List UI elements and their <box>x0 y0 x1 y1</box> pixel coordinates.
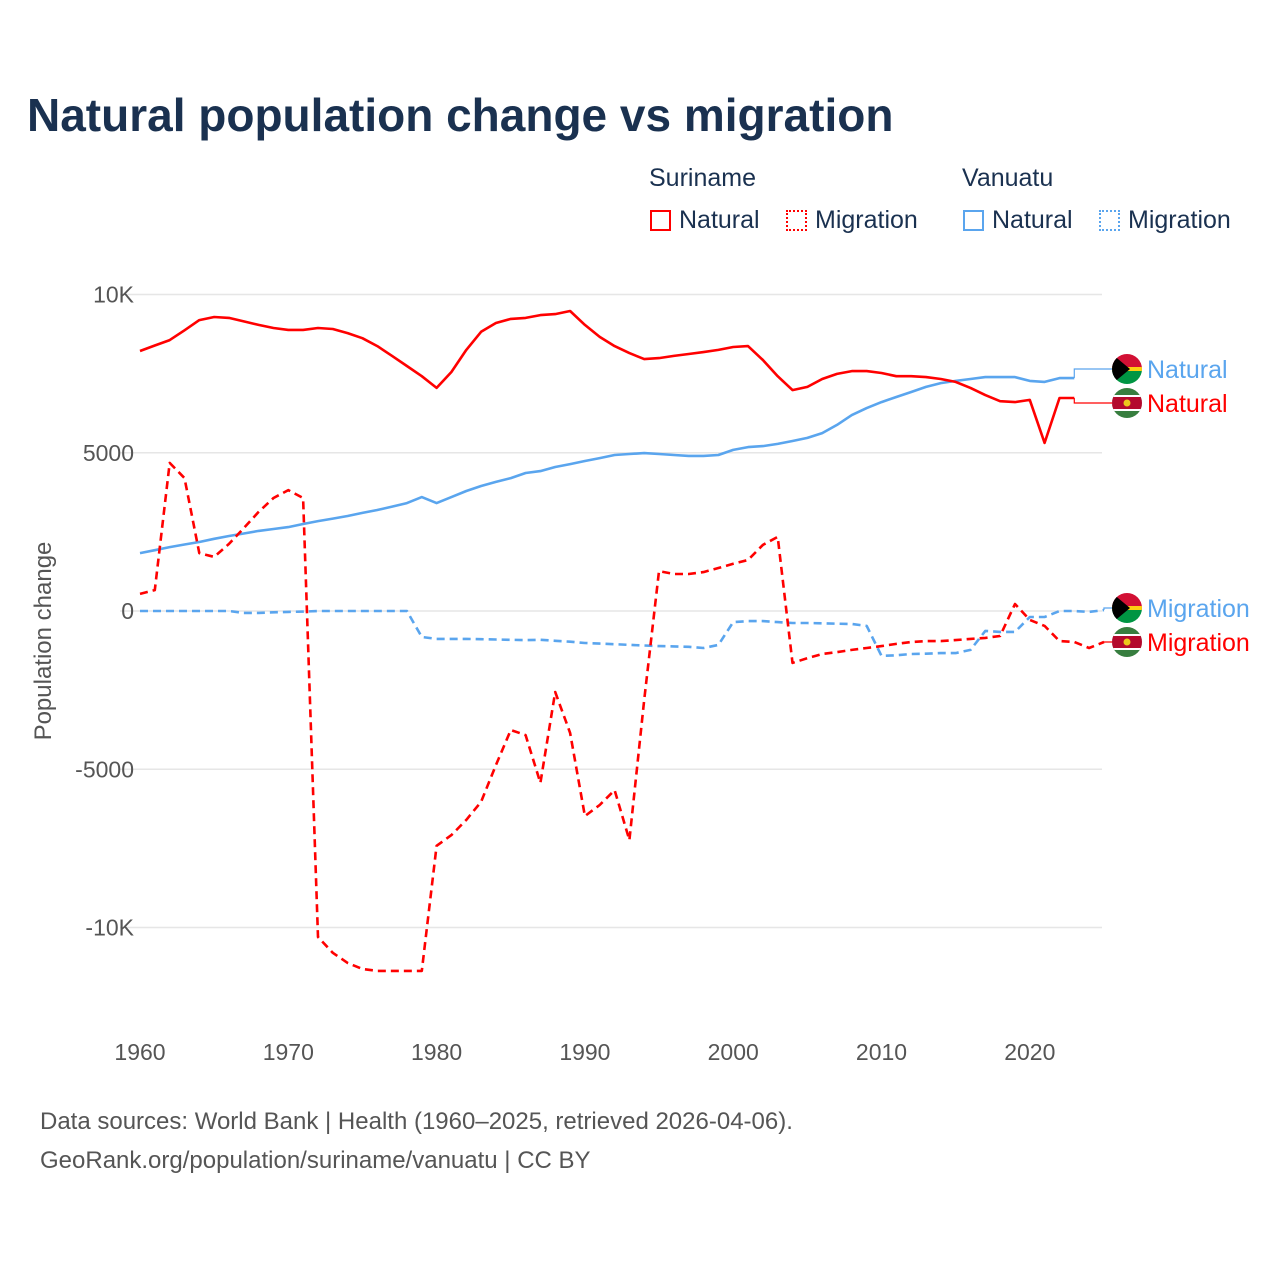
x-tick-label: 2020 <box>1004 1039 1055 1065</box>
x-tick-label: 1980 <box>411 1039 462 1065</box>
footer-sources: Data sources: World Bank | Health (1960–… <box>40 1108 793 1135</box>
end-label: Migration <box>1147 629 1250 657</box>
x-tick-label: 1970 <box>263 1039 314 1065</box>
end-label-connector <box>1073 397 1112 404</box>
x-tick-label: 1990 <box>559 1039 610 1065</box>
flag-star <box>1123 399 1131 407</box>
y-tick-label: -10K <box>85 915 134 941</box>
legend-label: Migration <box>815 206 918 234</box>
series-line-suriname-migration <box>139 461 1105 973</box>
end-label: Natural <box>1147 356 1228 384</box>
legend-swatch-solid <box>963 210 984 231</box>
flag-body <box>1112 354 1142 384</box>
end-label-connector <box>1073 368 1112 379</box>
x-tick-label: 2000 <box>708 1039 759 1065</box>
series-line-suriname-natural <box>139 309 1075 445</box>
y-tick-label: 0 <box>121 598 134 624</box>
flag-triangle <box>1112 593 1130 623</box>
flag-body <box>1112 388 1142 418</box>
legend-label: Natural <box>679 206 760 234</box>
legend-group-vanuatu: Vanuatu <box>962 164 1054 192</box>
x-tick-label: 2010 <box>856 1039 907 1065</box>
end-label-connector <box>1103 607 1112 611</box>
y-tick-label: 10K <box>93 282 135 308</box>
flag-triangle <box>1112 354 1130 384</box>
y-tick-label: -5000 <box>75 756 134 782</box>
suriname-flag-icon <box>1112 627 1142 657</box>
x-tick-label: 1960 <box>114 1039 165 1065</box>
y-axis-label: Population change <box>30 542 57 741</box>
legend-item-vanuatu-migration[interactable]: Migration <box>1099 206 1231 235</box>
legend-label: Migration <box>1128 206 1231 234</box>
series-line-vanuatu-migration <box>140 608 1105 658</box>
end-label: Migration <box>1147 595 1250 623</box>
suriname-flag-icon <box>1112 388 1142 418</box>
legend-group-suriname: Suriname <box>649 164 756 192</box>
series-line-vanuatu-natural <box>139 375 1075 555</box>
flag-star <box>1123 638 1131 646</box>
flag-body <box>1112 593 1142 623</box>
vanuatu-flag-icon <box>1112 593 1142 623</box>
legend-swatch-dotted <box>786 210 807 231</box>
legend-label: Natural <box>992 206 1073 234</box>
legend-swatch-solid <box>650 210 671 231</box>
legend-swatch-dotted <box>1099 210 1120 231</box>
legend-item-vanuatu-natural[interactable]: Natural <box>963 206 1073 235</box>
vanuatu-flag-icon <box>1112 354 1142 384</box>
y-tick-label: 5000 <box>83 440 134 466</box>
footer-credit: GeoRank.org/population/suriname/vanuatu … <box>40 1147 591 1174</box>
legend-item-suriname-migration[interactable]: Migration <box>786 206 918 235</box>
end-label: Natural <box>1147 390 1228 418</box>
legend-item-suriname-natural[interactable]: Natural <box>650 206 760 235</box>
flag-body <box>1112 627 1142 657</box>
chart-title: Natural population change vs migration <box>27 89 894 141</box>
